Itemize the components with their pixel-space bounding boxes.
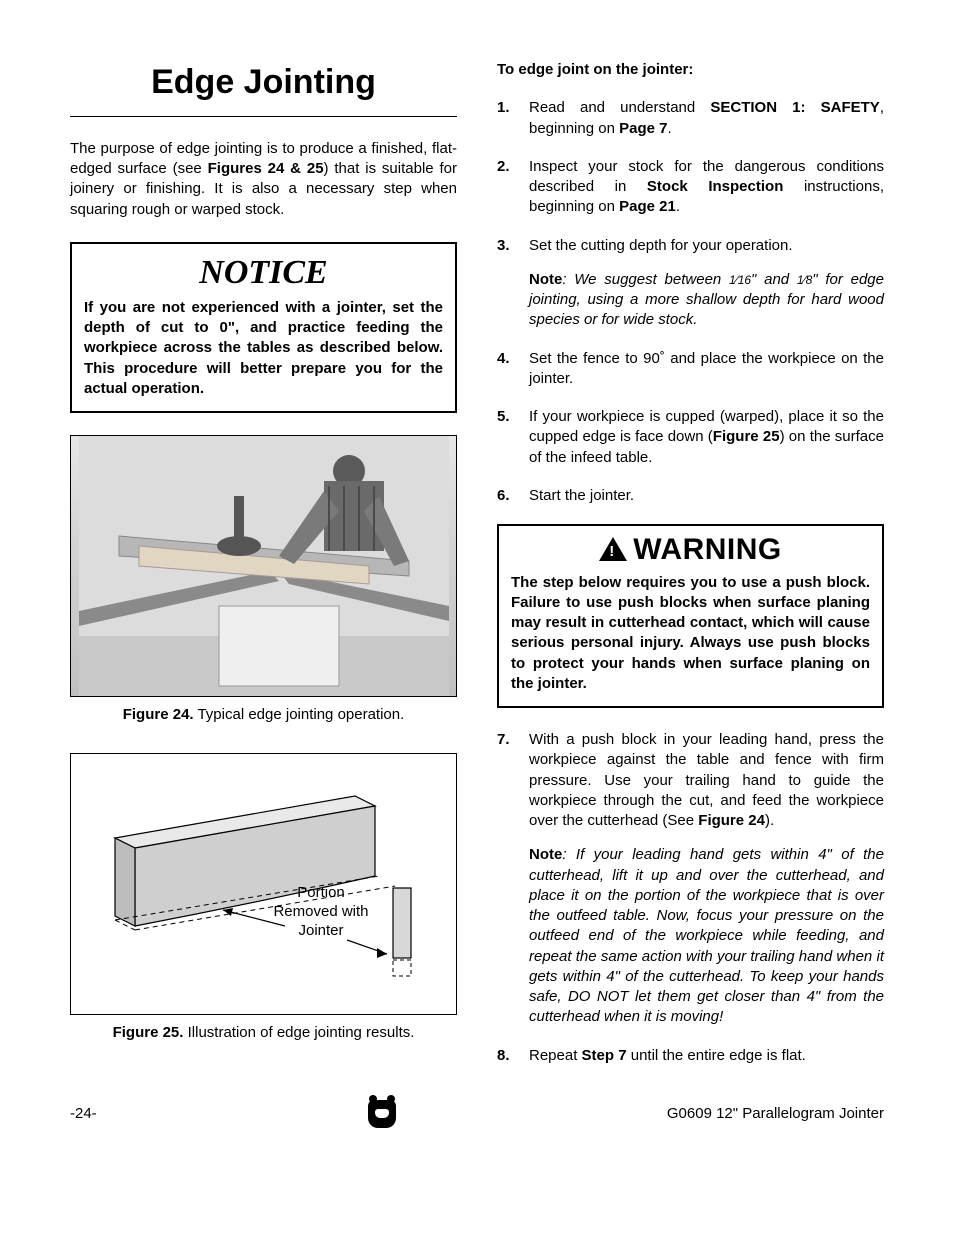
notice-text: If you are not experienced with a jointe… (84, 298, 443, 399)
steps-list-cont: With a push block in your leading hand, … (497, 730, 884, 1066)
figure-25-desc: Illustration of edge jointing results. (183, 1024, 414, 1041)
figure-24 (70, 435, 457, 697)
step-2-stock-ref: Stock Inspection (647, 178, 783, 195)
step-3-frac-1-16: 1⁄16 (729, 273, 751, 287)
step-8-a: Repeat (529, 1047, 582, 1064)
figure-25-annotation: PortionRemoved withJointer (261, 884, 381, 940)
procedure-lead: To edge joint on the jointer: (497, 60, 884, 80)
warning-triangle-icon (599, 537, 627, 561)
step-2: Inspect your stock for the dangerous con… (497, 157, 884, 218)
step-7: With a push block in your leading hand, … (497, 730, 884, 1028)
step-6: Start the jointer. (497, 486, 884, 506)
step-7-note: Note: If your leading hand gets within 4… (529, 845, 884, 1027)
warning-box: WARNING The step below requires you to u… (497, 524, 884, 708)
step-1: Read and understand SECTION 1: SAFETY, b… (497, 98, 884, 139)
step-5: If your workpiece is cupped (warped), pl… (497, 407, 884, 468)
figure-25-caption: Figure 25. Illustration of edge jointing… (70, 1023, 457, 1043)
step-5-fig-ref: Figure 25 (713, 428, 780, 445)
step-1-e: . (667, 120, 671, 137)
step-8-ref: Step 7 (582, 1047, 627, 1064)
warning-text: The step below requires you to use a pus… (511, 573, 870, 695)
page-footer: -24- G0609 12" Parallelogram Jointer (70, 1100, 884, 1128)
intro-figures-ref: Figures 24 & 25 (208, 160, 324, 177)
step-8: Repeat Step 7 until the entire edge is f… (497, 1046, 884, 1066)
jointer-illustration-svg (79, 436, 449, 696)
figure-25-svg (85, 768, 435, 998)
step-3-note: Note: We suggest between 1⁄16" and 1⁄8" … (529, 270, 884, 331)
step-3-text: Set the cutting depth for your operation… (529, 237, 793, 254)
warning-title-text: WARNING (633, 530, 782, 571)
step-3-note-b: " and (751, 271, 797, 288)
step-7-note-text: : If your leading hand gets within 4" of… (529, 846, 884, 1025)
figure-25-diagram: PortionRemoved withJointer (71, 754, 456, 1014)
warning-title: WARNING (511, 530, 870, 571)
bear-logo-icon (368, 1100, 396, 1128)
page-title: Edge Jointing (70, 60, 457, 106)
figure-25: PortionRemoved withJointer (70, 753, 457, 1015)
step-4: Set the fence to 90˚ and place the workp… (497, 349, 884, 390)
intro-paragraph: The purpose of edge jointing is to produ… (70, 139, 457, 220)
step-1-safety-ref: SECTION 1: SAFETY (710, 99, 879, 116)
step-1-a: Read and understand (529, 99, 710, 116)
notice-box: NOTICE If you are not experienced with a… (70, 242, 457, 413)
step-7-fig-ref: Figure 24 (698, 812, 765, 829)
steps-list: Read and understand SECTION 1: SAFETY, b… (497, 98, 884, 506)
figure-24-photo (71, 436, 456, 696)
page-number: -24- (70, 1104, 97, 1124)
step-1-page-ref: Page 7 (619, 120, 667, 137)
step-3-frac-1-8: 1⁄8 (797, 273, 812, 287)
step-7-note-label: Note (529, 846, 562, 863)
step-3: Set the cutting depth for your operation… (497, 236, 884, 331)
step-8-c: until the entire edge is flat. (627, 1047, 806, 1064)
step-3-note-a: : We suggest between (562, 271, 729, 288)
figure-24-caption: Figure 24. Typical edge jointing operati… (70, 705, 457, 725)
figure-24-label: Figure 24. (123, 706, 194, 723)
step-3-note-label: Note (529, 271, 562, 288)
product-name: G0609 12" Parallelogram Jointer (667, 1104, 884, 1124)
step-2-page-ref: Page 21 (619, 198, 676, 215)
figure-25-label: Figure 25. (113, 1024, 184, 1041)
notice-title: NOTICE (84, 250, 443, 296)
step-7-c: ). (765, 812, 774, 829)
step-2-e: . (676, 198, 680, 215)
figure-24-desc: Typical edge jointing operation. (194, 706, 405, 723)
title-rule (70, 116, 457, 117)
